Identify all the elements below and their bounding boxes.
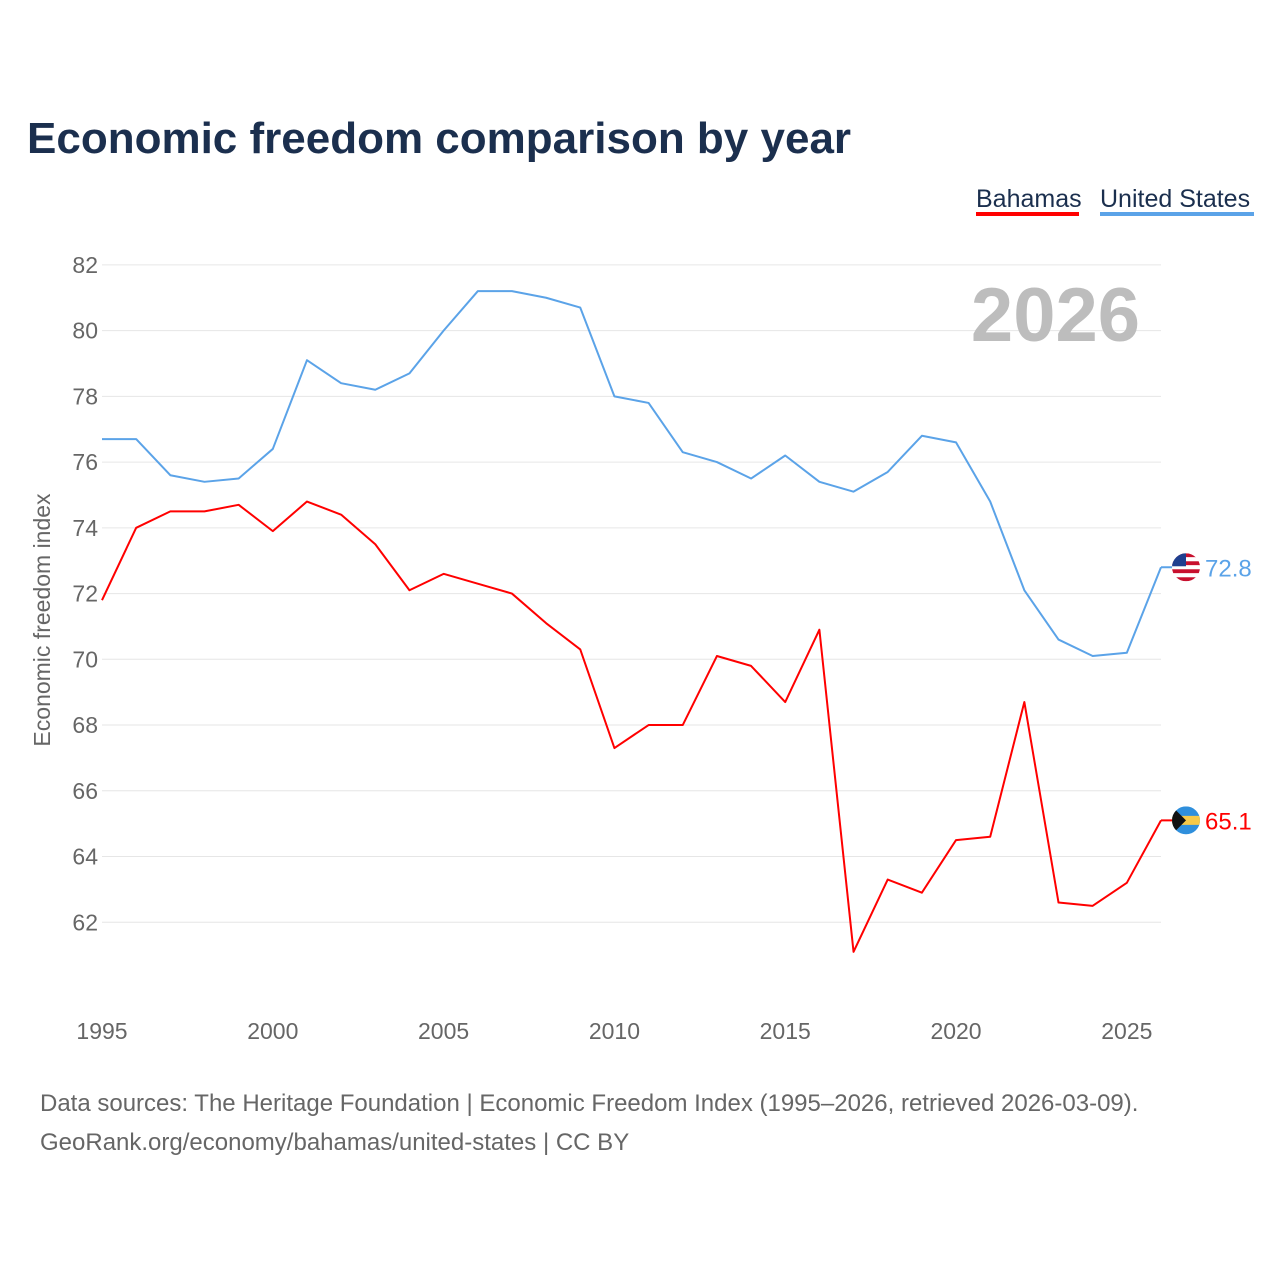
legend-item-bahamas[interactable]: Bahamas	[976, 185, 1082, 213]
end-value-label: 72.8	[1205, 555, 1252, 582]
x-tick-label: 2000	[247, 1018, 298, 1044]
y-tick-label: 80	[72, 318, 98, 344]
x-tick-label: 1995	[76, 1018, 127, 1044]
series-group: 65.1 72.8	[101, 290, 1252, 953]
y-tick-label: 74	[72, 515, 98, 541]
grid: 62 64 66 68 70 72 74 76 78 80 82 1995 2000 2005 2010 20…	[72, 252, 1161, 1044]
legend-item-united-states[interactable]: United States	[1100, 185, 1250, 213]
footer-link[interactable]: GeoRank.org/economy/bahamas/united-state…	[40, 1129, 629, 1156]
x-tick-label: 2015	[760, 1018, 811, 1044]
y-tick-label: 72	[72, 581, 98, 607]
y-tick-label: 68	[72, 712, 98, 738]
x-tick-label: 2025	[1101, 1018, 1152, 1044]
legend: Bahamas United States	[976, 185, 1254, 216]
x-tick-label: 2020	[930, 1018, 981, 1044]
y-tick-label: 78	[72, 383, 98, 409]
y-tick-label: 70	[72, 646, 98, 672]
end-value-label: 65.1	[1205, 808, 1252, 835]
current-year-label: 2026	[971, 273, 1140, 358]
legend-swatch	[976, 212, 1079, 216]
y-tick-label: 64	[72, 844, 98, 870]
series-line-bahamas	[101, 500, 1162, 953]
y-axis-label: Economic freedom index	[29, 493, 55, 747]
y-tick-label: 82	[72, 252, 98, 278]
series-line-united-states	[102, 290, 1162, 658]
x-tick-label: 2010	[589, 1018, 640, 1044]
legend-swatch	[1100, 212, 1254, 216]
y-tick-label: 66	[72, 778, 98, 804]
y-tick-label: 76	[72, 449, 98, 475]
us-flag-icon	[1172, 553, 1200, 582]
y-tick-label: 62	[72, 909, 98, 935]
x-tick-label: 2005	[418, 1018, 469, 1044]
footer-sources: Data sources: The Heritage Foundation | …	[40, 1090, 1138, 1117]
chart-title: Economic freedom comparison by year	[27, 114, 851, 163]
bahamas-flag-icon	[1172, 806, 1200, 835]
